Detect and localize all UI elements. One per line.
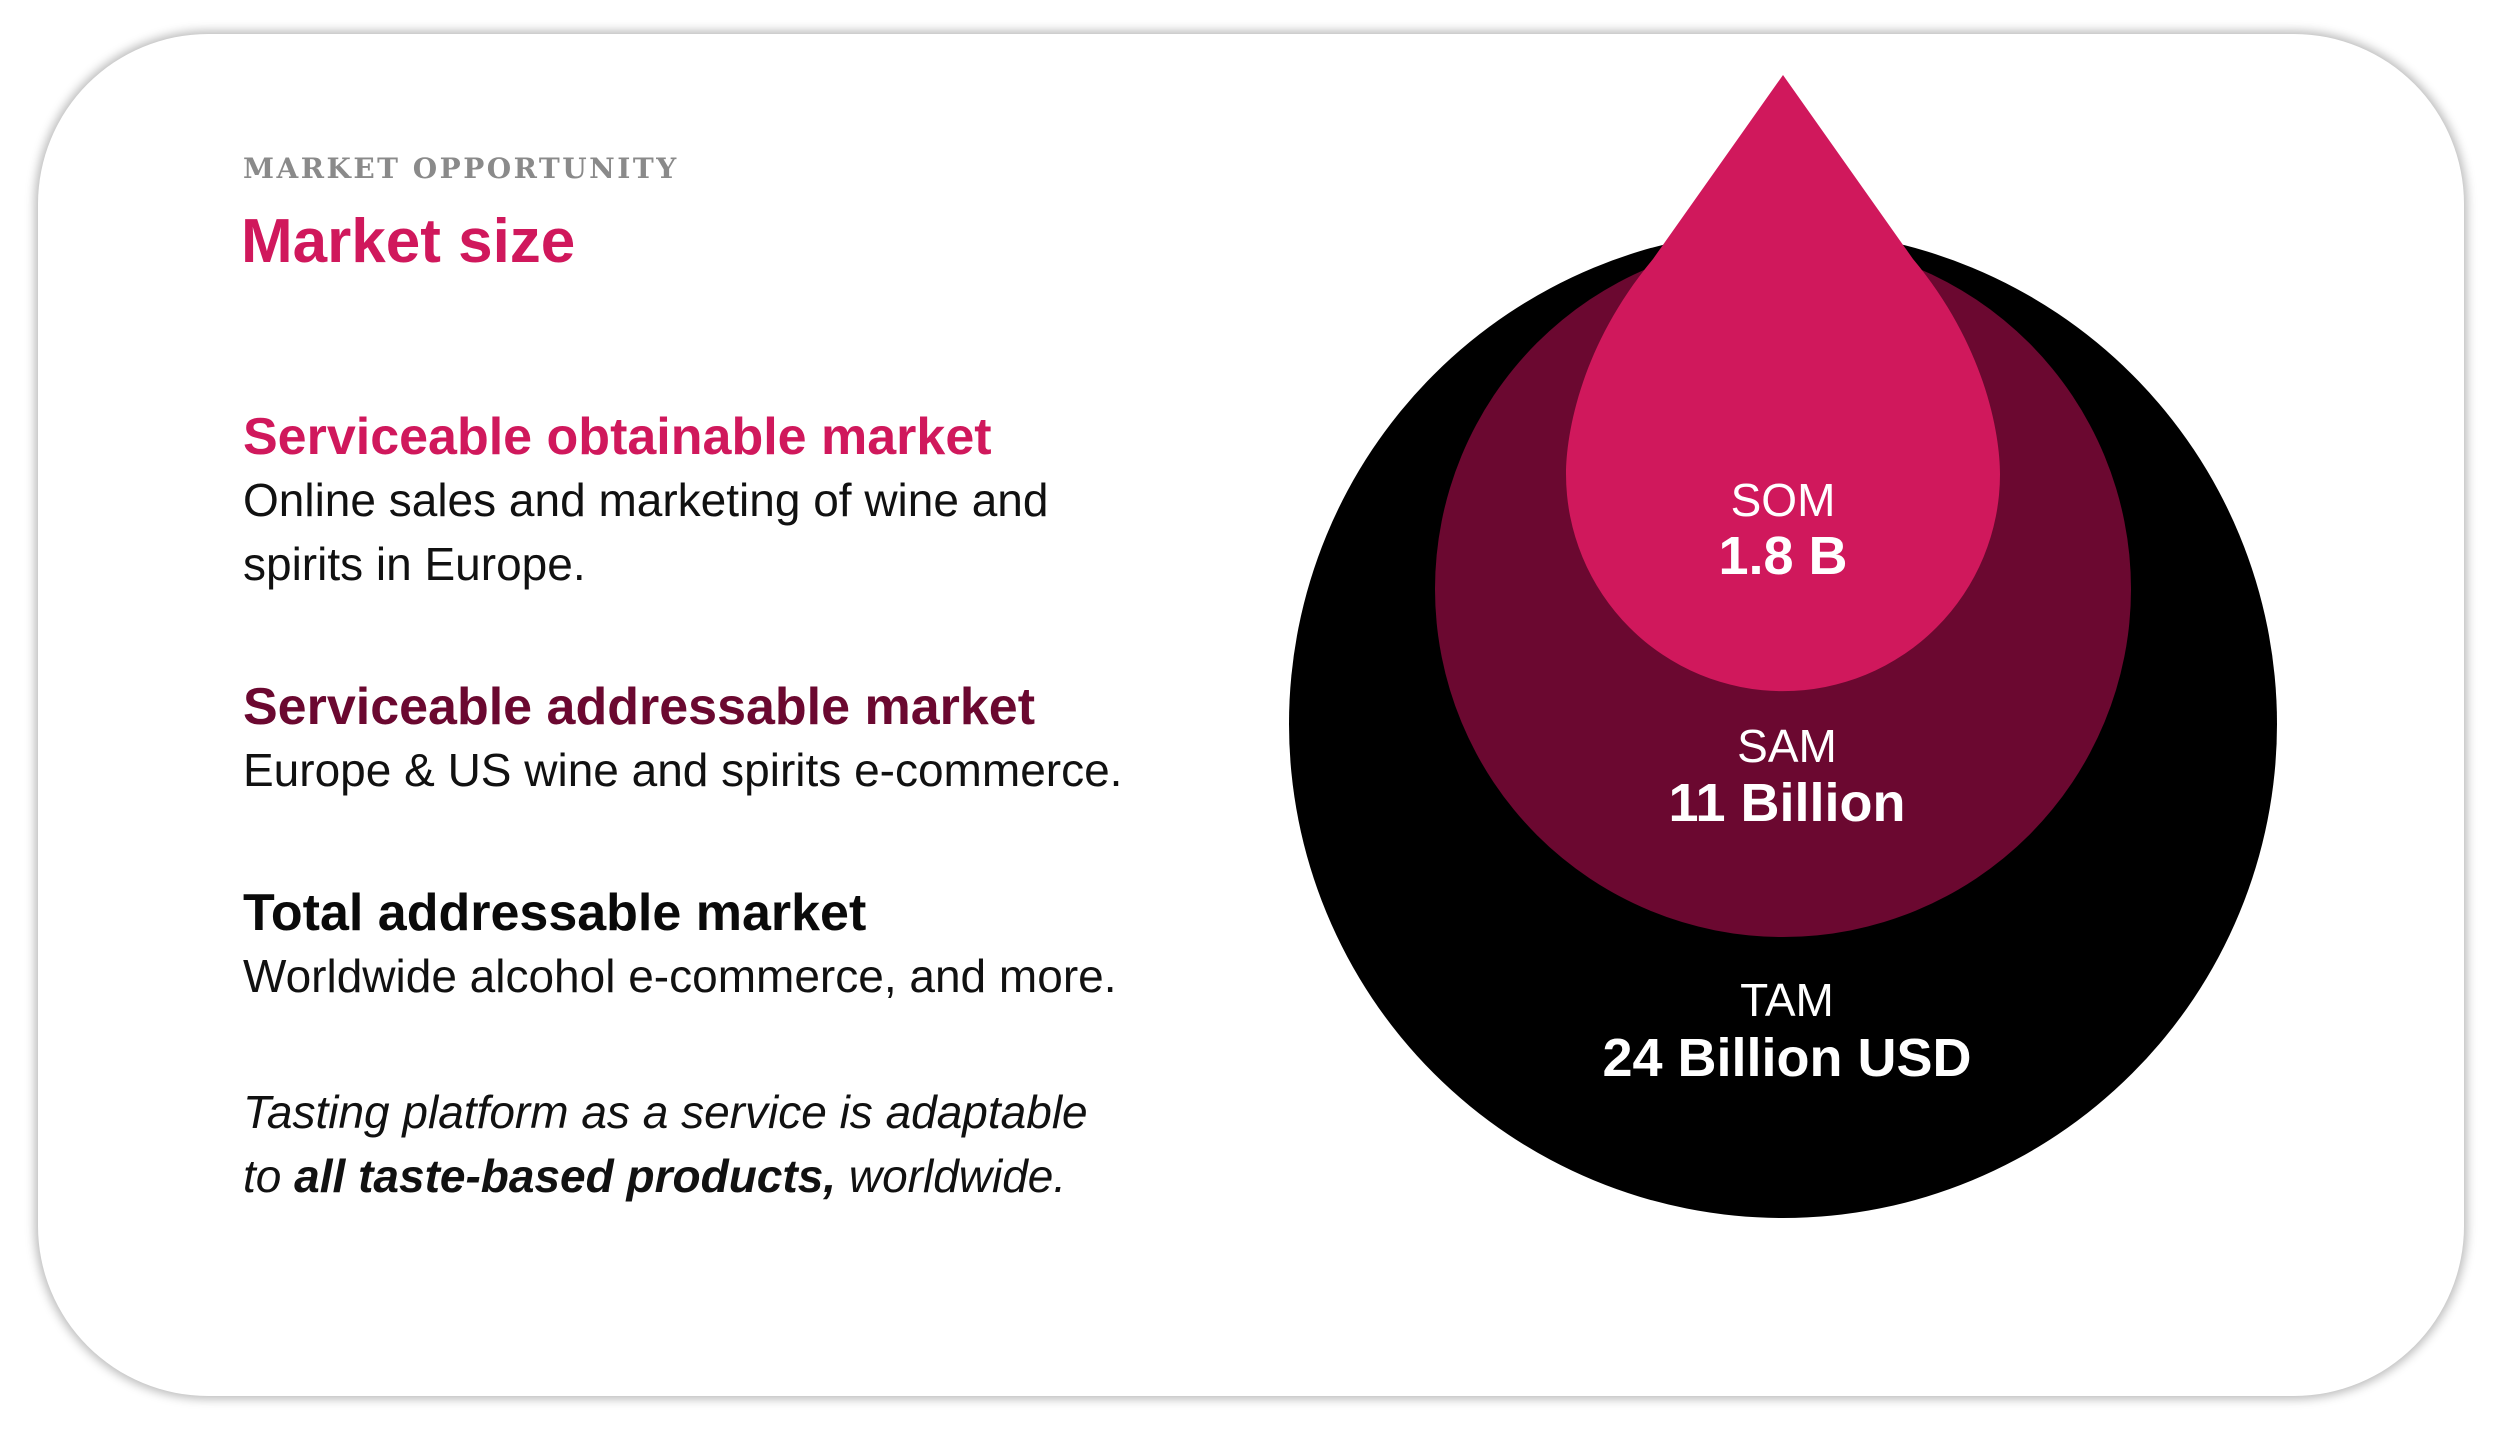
tam-heading: Total addressable market — [243, 884, 867, 942]
som-drop — [1566, 75, 2001, 692]
page-title: Market size — [241, 207, 576, 276]
som-text-line-1: Online sales and marketing of wine and — [243, 474, 1049, 526]
note-line-1: Tasting platform as a service is adaptab… — [243, 1086, 1088, 1138]
sam-description: Serviceable addressable market Europe & … — [243, 676, 1122, 802]
som-label: SOM — [1731, 474, 1836, 526]
section-eyebrow: MARKET OPPORTUNITY — [243, 152, 679, 185]
note-line-2: to all taste-based products, worldwide. — [243, 1144, 1088, 1208]
tam-label: TAM — [1740, 974, 1834, 1026]
sam-value: 11 Billion — [1668, 773, 1905, 833]
slide-card: MARKET OPPORTUNITY Market size Serviceab… — [38, 34, 2464, 1396]
note-suffix: worldwide. — [836, 1150, 1067, 1202]
som-value: 1.8 B — [1718, 526, 1847, 586]
som-text-line-2: spirits in Europe. — [243, 538, 586, 590]
note-prefix: to — [243, 1150, 295, 1202]
sam-text-line-1: Europe & US wine and spirits e-commerce. — [243, 744, 1123, 796]
tam-text-line-1: Worldwide alcohol e-commerce, and more. — [243, 950, 1117, 1002]
market-size-diagram: SOM 1.8 B SAM 11 Billion TAM 24 Billion … — [1289, 75, 2277, 1218]
sam-label: SAM — [1737, 720, 1837, 772]
tam-description: Total addressable market Worldwide alcoh… — [243, 882, 1117, 1008]
tam-value: 24 Billion USD — [1602, 1028, 1971, 1088]
som-heading: Serviceable obtainable market — [243, 408, 992, 466]
sam-heading: Serviceable addressable market — [243, 678, 1036, 736]
som-description: Serviceable obtainable market Online sal… — [243, 406, 1048, 596]
adaptability-note: Tasting platform as a service is adaptab… — [243, 1080, 1088, 1208]
note-emphasis: all taste-based products, — [294, 1150, 837, 1202]
